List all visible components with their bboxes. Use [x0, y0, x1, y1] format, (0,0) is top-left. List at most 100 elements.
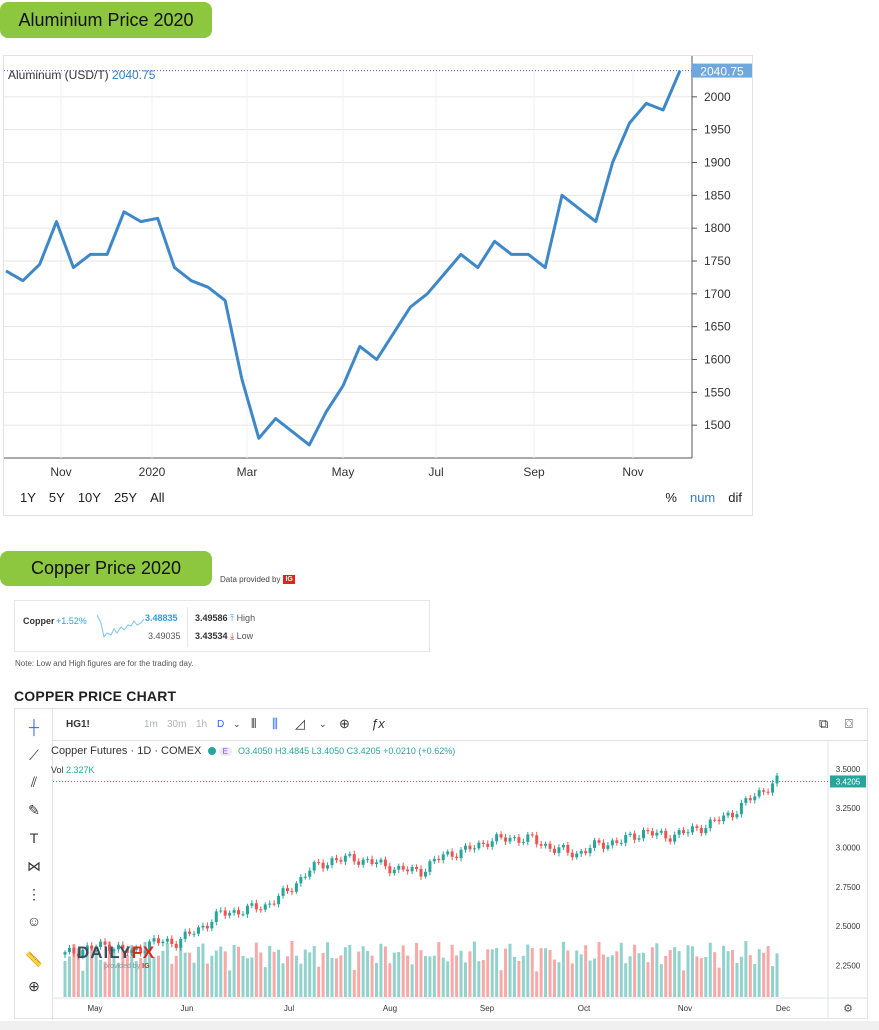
- aluminium-legend: Aluminum (USD/T) 2040.75: [8, 68, 155, 82]
- candle-body: [593, 840, 597, 848]
- volume-bar: [143, 941, 147, 997]
- mode-button-percent[interactable]: %: [665, 490, 677, 505]
- candle-body: [566, 845, 570, 853]
- candle-body: [116, 944, 120, 950]
- text-tool-icon[interactable]: T: [29, 830, 39, 846]
- volume-bar: [174, 955, 178, 997]
- range-button-5y[interactable]: 5Y: [48, 490, 65, 505]
- add-indicator-icon[interactable]: ⊕: [339, 716, 350, 731]
- candle-body: [717, 819, 721, 822]
- data-provided-label: Data provided by: [220, 575, 281, 584]
- candle-body: [633, 833, 637, 840]
- crosshair-icon[interactable]: ┼: [29, 719, 39, 735]
- candle-body: [512, 837, 516, 839]
- candle-body: [348, 854, 352, 856]
- time-tick-label: Aug: [383, 1004, 397, 1013]
- volume-bar: [125, 954, 129, 997]
- volume-bar: [637, 953, 641, 997]
- pattern-tool-icon[interactable]: ⋈: [27, 857, 41, 874]
- timeframe-d[interactable]: D: [217, 719, 225, 730]
- timeframe-1m[interactable]: 1m: [144, 719, 158, 730]
- volume-bar: [165, 942, 169, 997]
- volume-bar: [415, 942, 419, 997]
- timeframe-30m[interactable]: 30m: [167, 719, 187, 730]
- candle-body: [134, 947, 138, 951]
- range-button-all[interactable]: All: [150, 490, 165, 505]
- range-button-1y[interactable]: 1Y: [20, 490, 36, 505]
- candle-body: [757, 790, 761, 797]
- volume-bar: [219, 946, 223, 997]
- area-style-icon[interactable]: ◿: [295, 716, 305, 731]
- zoom-in-icon[interactable]: ⊕: [28, 977, 40, 994]
- emoji-icon[interactable]: ☺: [26, 913, 42, 929]
- volume-bar: [664, 955, 668, 997]
- candle-body: [490, 841, 494, 847]
- volume-bar: [375, 962, 378, 997]
- candle-body: [557, 847, 561, 853]
- function-icon[interactable]: ƒx: [371, 716, 385, 731]
- popout-icon[interactable]: ⧉: [819, 716, 829, 731]
- volume-bar: [419, 950, 423, 997]
- bar-style-icon[interactable]: ⫴: [251, 716, 257, 731]
- aluminium-range-buttons: 1Y 5Y 10Y 25Y All: [20, 490, 165, 505]
- candle-style-icon[interactable]: ⫼: [272, 716, 278, 731]
- brush-icon[interactable]: ✎: [28, 801, 40, 818]
- candle-body: [464, 845, 467, 850]
- candle-body: [459, 849, 463, 859]
- candle-body: [682, 830, 686, 834]
- candle-body: [646, 830, 650, 832]
- camera-icon[interactable]: ⌼: [845, 716, 853, 731]
- range-button-10y[interactable]: 10Y: [77, 490, 101, 505]
- symbol-search[interactable]: HG1!: [66, 719, 90, 730]
- candle-body: [472, 848, 476, 850]
- quote-prev: 3.49035: [148, 631, 181, 641]
- candle-body: [85, 945, 89, 950]
- volume-bar: [134, 960, 138, 997]
- trendline-icon[interactable]: ⟋: [29, 746, 39, 763]
- ruler-icon[interactable]: 📏: [25, 950, 43, 967]
- volume-bar: [446, 961, 450, 997]
- measure-tool-icon[interactable]: ⋮: [27, 885, 41, 902]
- x-tick-label: Mar: [237, 465, 258, 479]
- candle-body: [366, 859, 370, 861]
- chevron-down-icon[interactable]: ⌄: [319, 719, 327, 729]
- mode-button-num[interactable]: num: [689, 490, 716, 505]
- timeframe-1h[interactable]: 1h: [196, 719, 208, 730]
- aluminium-chart-widget: 1500 1550 1600 1650 1700 1750 1800 1850 1900 1950…: [3, 55, 753, 516]
- range-button-25y[interactable]: 25Y: [113, 490, 138, 505]
- candle-body: [753, 796, 757, 801]
- volume-bar: [183, 952, 187, 997]
- last-price-label: 3.4205: [836, 777, 861, 786]
- price-tick-label: 2.2500: [836, 962, 861, 971]
- mode-button-dif[interactable]: dif: [728, 490, 742, 505]
- aluminium-legend-name: Aluminum (USD/T): [8, 68, 109, 82]
- arrow-down-icon: ⤓: [230, 631, 235, 641]
- candle-body: [659, 830, 663, 833]
- series-badge: E: [218, 747, 232, 756]
- candle-body: [744, 798, 748, 803]
- candle-body: [495, 834, 499, 842]
- volume-bar: [557, 962, 561, 997]
- volume-bar: [771, 966, 775, 997]
- candle-body: [90, 945, 94, 949]
- candle-body: [326, 865, 330, 869]
- dailyfx-logo: DAILYFX: [77, 943, 155, 963]
- volume-bar: [214, 950, 218, 997]
- candle-body: [735, 814, 739, 818]
- volume-bar: [544, 948, 548, 997]
- candle-body: [722, 815, 726, 822]
- volume-bar: [579, 954, 583, 997]
- volume-bar: [99, 959, 103, 997]
- volume-bar: [459, 950, 463, 997]
- chevron-down-icon[interactable]: ⌄: [233, 719, 241, 729]
- fib-tool-icon[interactable]: ⫽: [30, 773, 38, 790]
- candle-body: [432, 858, 436, 862]
- copper-title: Copper Price 2020: [30, 558, 182, 578]
- candle-body: [450, 851, 454, 857]
- volume-bar: [361, 946, 365, 997]
- volume-bar: [450, 944, 454, 997]
- volume-bar: [250, 957, 254, 997]
- candle-body: [286, 888, 289, 892]
- dailyfx-sub: provided by IG: [104, 963, 150, 970]
- volume-bar: [263, 967, 267, 997]
